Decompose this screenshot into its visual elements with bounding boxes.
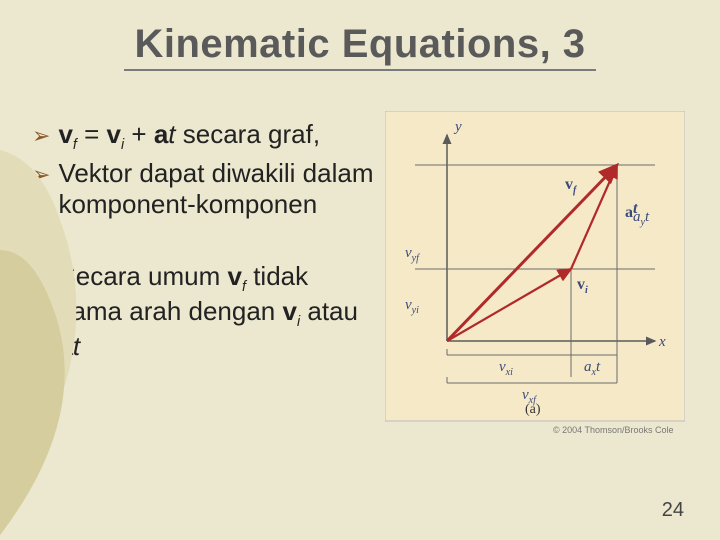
svg-text:© 2004 Thomson/Brooks Cole: © 2004 Thomson/Brooks Cole: [553, 425, 674, 435]
b3-p1: Secara umum: [58, 261, 227, 291]
content-area: ➢ vf = vi + at secara graf, ➢ Vektor dap…: [0, 71, 720, 446]
bullet-arrow-icon: ➢: [32, 265, 50, 362]
svg-text:x: x: [658, 334, 666, 350]
eq-sign: =: [77, 119, 107, 149]
bullet-2-text: Vektor dapat diwakili dalam komponent-ko…: [58, 158, 375, 219]
page-number: 24: [662, 499, 684, 522]
bullet-3-text: Secara umum vf tidak sama arah dengan vi…: [58, 261, 375, 362]
bullet-arrow-icon: ➢: [32, 123, 50, 154]
b3-t: t: [73, 331, 80, 361]
b3-a: a: [58, 331, 72, 361]
svg-text:(a): (a): [525, 402, 541, 417]
bullet-1-text: vf = vi + at secara graf,: [58, 119, 320, 154]
b1-rest: secara graf,: [176, 119, 321, 149]
kinematics-diagram: vyfvyiaytvxiaxtvxfvivfatyx(a)© 2004 Thom…: [385, 111, 685, 441]
slide-title: Kinematic Equations, 3: [0, 0, 720, 67]
b3-vi: v: [282, 296, 296, 326]
bullet-2: ➢ Vektor dapat diwakili dalam komponent-…: [30, 158, 375, 219]
svg-text:y: y: [453, 119, 462, 135]
bullet-3: ➢ Secara umum vf tidak sama arah dengan …: [30, 261, 375, 362]
figure: vyfvyiaytvxiaxtvxfvivfatyx(a)© 2004 Thom…: [385, 111, 685, 446]
b3-p3: atau: [300, 296, 358, 326]
bullet-1: ➢ vf = vi + at secara graf,: [30, 119, 375, 154]
t-ital: t: [168, 119, 175, 149]
b3-vf: v: [228, 261, 242, 291]
a-bold: a: [154, 119, 168, 149]
bullet-list: ➢ vf = vi + at secara graf, ➢ Vektor dap…: [30, 119, 375, 446]
plus-sign: +: [124, 119, 154, 149]
bullet-arrow-icon: ➢: [32, 162, 50, 219]
vi-v: v: [107, 119, 121, 149]
vf-v: v: [58, 119, 72, 149]
